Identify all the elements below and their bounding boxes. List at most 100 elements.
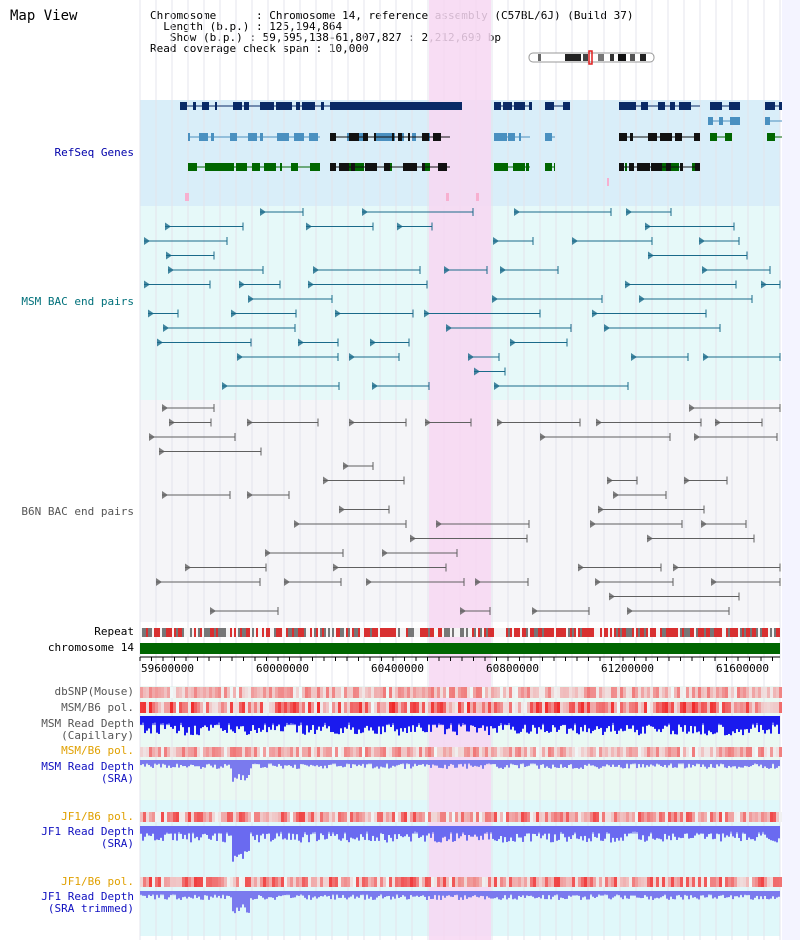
label-jf1-pol[interactable]: JF1/B6 pol. [61,810,134,823]
heat-cell [509,702,512,713]
label-msm-depth-cap-line1: MSM Read Depth [41,717,134,730]
heat-cell [485,702,488,713]
depth-bar [754,891,756,898]
depth-bar [602,760,604,767]
heat-cell [458,747,461,757]
depth-bar [416,826,418,833]
depth-bar [670,826,672,841]
b6n-bac-end-pairs-track[interactable] [149,404,781,615]
repeat-block [528,628,530,637]
gene-exon [211,133,214,141]
depth-bar [322,716,324,727]
heat-tracks[interactable] [140,687,782,887]
label-msm-depth-sra[interactable]: MSM Read Depth (SRA) [41,761,134,785]
label-msm-depth-cap[interactable]: MSM Read Depth (Capillary) [41,718,134,742]
gene-exon [725,133,732,141]
label-dbsnp[interactable]: dbSNP(Mouse) [54,685,134,698]
heat-cell [617,687,620,698]
heat-cell [596,747,599,757]
label-msm-pol-2[interactable]: MSM/B6 pol. [61,744,134,757]
heat-cell [398,812,401,822]
msm-bac-end-pairs-track[interactable] [144,208,781,390]
depth-bar [146,826,148,834]
gene-exon [729,102,740,110]
repeat-block [650,628,652,637]
label-jf1-trim[interactable]: JF1 Read Depth (SRA trimmed) [41,891,134,915]
depth-bar [142,760,144,765]
label-refseq[interactable]: RefSeq Genes [54,146,134,159]
depth-bar [424,891,426,897]
chromosome-ideogram[interactable] [528,50,655,65]
heat-cell [386,747,389,757]
heat-cell [407,702,410,713]
label-jf1-depth[interactable]: JF1 Read Depth (SRA) [41,826,134,850]
highlight-region[interactable] [429,0,491,940]
heat-cell [284,747,287,757]
repeat-block [448,628,450,637]
heat-cell [758,877,761,887]
heat-cell [191,877,194,887]
depth-bar [728,891,730,898]
heat-cell [551,702,554,713]
heat-cell [572,877,575,887]
depth-bar [586,891,588,900]
heat-cell [629,687,632,698]
heat-cell [338,702,341,713]
repeat-block [722,628,724,637]
refseq-genes-track[interactable] [180,102,782,201]
msm-bac-end [165,222,171,231]
chromosome-bar[interactable] [140,643,780,654]
repeat-block [440,628,442,637]
depth-bar [194,826,196,839]
depth-bar [342,891,344,895]
label-repeat[interactable]: Repeat [94,625,134,638]
heat-cell [641,687,644,698]
heat-cell [707,812,710,822]
label-msm-pol[interactable]: MSM/B6 pol. [61,701,134,714]
heat-cell [266,747,269,757]
label-b6n-bac[interactable]: B6N BAC end pairs [21,505,134,518]
heat-cell [365,702,368,713]
label-jf1-pol-2[interactable]: JF1/B6 pol. [61,875,134,888]
depth-bar [758,826,760,833]
heat-cell [212,812,215,822]
depth-bar [188,891,190,897]
heat-cell [143,812,146,822]
repeat-block [160,628,162,637]
label-msm-bac[interactable]: MSM BAC end pairs [21,295,134,308]
label-chromosome[interactable]: chromosome 14 [47,641,134,654]
depth-bar [710,891,712,895]
heat-cell [563,687,566,698]
depth-bar [530,826,532,842]
heat-cell [197,877,200,887]
heat-cell [638,877,641,887]
heat-cell [491,877,494,887]
depth-tracks[interactable] [140,716,780,914]
depth-bar [338,716,340,735]
heat-cell [290,877,293,887]
heat-cell [149,702,152,713]
depth-bar [216,891,218,898]
heat-cell [323,747,326,757]
heat-cell [566,687,569,698]
depth-bar [166,716,168,724]
repeat-track[interactable] [140,628,780,637]
heat-cell [524,877,527,887]
depth-bar [604,826,606,839]
depth-bar [306,760,308,766]
depth-bar [714,760,716,768]
depth-bar [488,891,490,898]
heat-cell [362,877,365,887]
heat-cell [497,747,500,757]
depth-bar [228,760,230,765]
depth-bar [316,891,318,899]
heat-cell [302,687,305,698]
heat-cell [275,877,278,887]
heat-cell [155,687,158,698]
heat-cell [593,687,596,698]
depth-bar [456,716,458,736]
heat-cell [503,747,506,757]
depth-bar [504,826,506,838]
depth-bar [612,826,614,838]
